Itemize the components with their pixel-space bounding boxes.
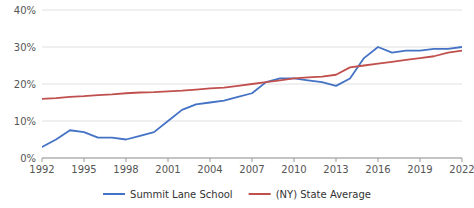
grid-line bbox=[42, 47, 462, 48]
grid-line bbox=[42, 121, 462, 122]
x-tick-label: 1998 bbox=[113, 164, 138, 175]
x-tick-label: 1992 bbox=[29, 164, 54, 175]
legend-item: (NY) State Average bbox=[249, 189, 371, 200]
x-tick bbox=[378, 158, 379, 162]
x-tick-label: 2016 bbox=[365, 164, 390, 175]
x-tick bbox=[462, 158, 463, 162]
x-tick bbox=[210, 158, 211, 162]
x-tick bbox=[252, 158, 253, 162]
legend-swatch bbox=[103, 193, 125, 195]
x-tick-label: 2004 bbox=[197, 164, 222, 175]
x-tick bbox=[336, 158, 337, 162]
legend-label: Summit Lane School bbox=[130, 189, 233, 200]
series-line bbox=[42, 47, 462, 147]
x-tick-label: 2010 bbox=[281, 164, 306, 175]
legend: Summit Lane School (NY) State Average bbox=[103, 189, 371, 200]
chart: 0% 10% 20% 30% 40% 1992 1995 1998 2001 2004 2007 20… bbox=[0, 0, 474, 208]
y-tick-label: 40% bbox=[14, 5, 36, 16]
x-tick-label: 2019 bbox=[407, 164, 432, 175]
y-tick-label: 20% bbox=[14, 79, 36, 90]
x-tick-label: 2022 bbox=[449, 164, 474, 175]
x-tick bbox=[420, 158, 421, 162]
x-tick bbox=[126, 158, 127, 162]
x-tick-label: 2013 bbox=[323, 164, 348, 175]
series-line bbox=[42, 51, 462, 99]
x-tick bbox=[168, 158, 169, 162]
grid-line bbox=[42, 10, 462, 11]
x-tick-label: 2007 bbox=[239, 164, 264, 175]
y-tick-label: 0% bbox=[20, 153, 36, 164]
x-tick-label: 1995 bbox=[71, 164, 96, 175]
legend-item: Summit Lane School bbox=[103, 189, 233, 200]
legend-label: (NY) State Average bbox=[276, 189, 371, 200]
legend-swatch bbox=[249, 193, 271, 195]
x-tick bbox=[84, 158, 85, 162]
x-tick bbox=[42, 158, 43, 162]
lines bbox=[42, 47, 462, 147]
x-tick-label: 2001 bbox=[155, 164, 180, 175]
y-tick-label: 30% bbox=[14, 42, 36, 53]
x-tick bbox=[294, 158, 295, 162]
grid bbox=[42, 10, 462, 158]
y-tick-label: 10% bbox=[14, 116, 36, 127]
